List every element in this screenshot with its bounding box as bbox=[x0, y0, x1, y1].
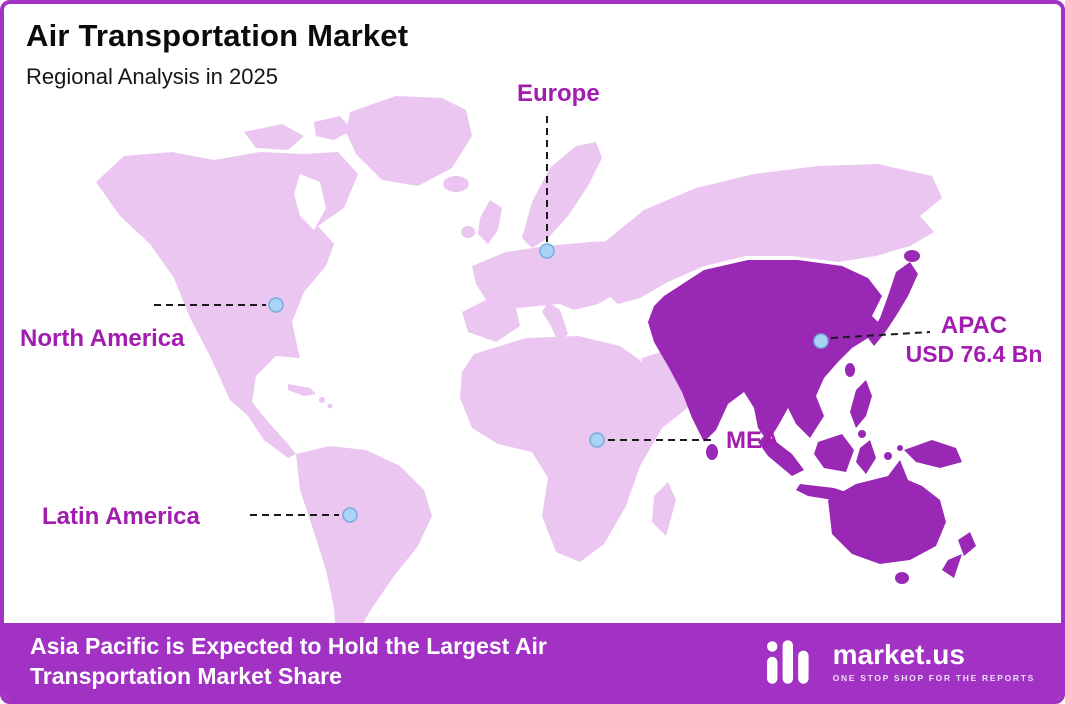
landmass-sri-lanka bbox=[706, 444, 718, 460]
landmass-new-zealand-south bbox=[942, 554, 962, 578]
landmass-south-america bbox=[296, 446, 432, 628]
landmass-borneo bbox=[814, 434, 854, 472]
landmass-cuba bbox=[288, 384, 316, 396]
landmass-uk bbox=[478, 200, 502, 244]
landmass-russia-north-asia bbox=[600, 164, 942, 304]
landmass-new-guinea bbox=[904, 440, 962, 468]
landmass-moluccas-2 bbox=[897, 445, 903, 451]
landmass-japan bbox=[868, 262, 918, 346]
landmass-taiwan bbox=[845, 363, 855, 377]
marker-mea bbox=[589, 432, 605, 448]
apac-value: USD 76.4 Bn bbox=[905, 340, 1043, 367]
region-label-europe: Europe bbox=[517, 80, 600, 107]
marker-north-america bbox=[268, 297, 284, 313]
landmass-scandinavia bbox=[522, 142, 602, 248]
marker-europe bbox=[539, 243, 555, 259]
market-us-logo-icon bbox=[766, 639, 809, 684]
landmass-arctic-island-2 bbox=[314, 116, 352, 140]
brand-tagline: ONE STOP SHOP FOR THE REPORTS bbox=[832, 672, 1035, 683]
landmass-australia bbox=[828, 460, 946, 564]
brand-name: market.us bbox=[832, 638, 965, 670]
brand-text: market.us ONE STOP SHOP FOR THE REPORTS bbox=[832, 638, 1035, 683]
world-map bbox=[96, 96, 976, 628]
landmass-sumatra bbox=[758, 434, 804, 476]
leader-line-apac bbox=[830, 331, 931, 339]
landmass-italy bbox=[542, 302, 568, 342]
region-label-mea: MEA bbox=[726, 427, 780, 454]
footer-bar: Asia Pacific is Expected to Hold the Lar… bbox=[4, 623, 1061, 700]
footer-headline: Asia Pacific is Expected to Hold the Lar… bbox=[30, 632, 547, 689]
landmass-tasmania bbox=[895, 572, 909, 584]
marker-apac bbox=[813, 333, 829, 349]
markers bbox=[268, 243, 829, 523]
header: Air Transportation Market Regional Analy… bbox=[26, 18, 408, 90]
landmass-philippines-south bbox=[858, 430, 866, 438]
leader-lines bbox=[154, 116, 931, 516]
landmass-new-zealand-north bbox=[958, 532, 976, 556]
landmass-arctic-island-1 bbox=[244, 124, 304, 150]
landmass-caribbean-2 bbox=[327, 403, 333, 409]
apac-name: APAC bbox=[940, 312, 1008, 339]
region-label-apac: APAC USD 76.4 Bn bbox=[894, 312, 1054, 368]
landmass-greenland bbox=[346, 96, 472, 186]
apac-regions bbox=[648, 250, 976, 584]
marker-latin-america bbox=[342, 507, 358, 523]
landmass-japan-north bbox=[904, 250, 920, 262]
landmass-iceland bbox=[443, 176, 469, 192]
landmass-apac-mainland bbox=[648, 260, 884, 442]
landmass-madagascar bbox=[652, 482, 676, 536]
landmass-moluccas-1 bbox=[884, 452, 892, 460]
hudson-bay-cutout bbox=[294, 174, 326, 230]
page-title: Air Transportation Market bbox=[26, 18, 409, 53]
brand-block: market.us ONE STOP SHOP FOR THE REPORTS bbox=[766, 638, 1035, 686]
page-subtitle: Regional Analysis in 2025 bbox=[26, 64, 278, 89]
landmass-africa bbox=[460, 336, 690, 562]
landmass-philippines bbox=[850, 380, 872, 428]
landmass-caribbean-1 bbox=[319, 397, 325, 403]
region-label-north-america: North America bbox=[20, 325, 185, 352]
region-label-latin-america: Latin America bbox=[42, 503, 200, 530]
landmass-sulawesi bbox=[856, 440, 876, 474]
landmass-ireland bbox=[461, 226, 475, 238]
